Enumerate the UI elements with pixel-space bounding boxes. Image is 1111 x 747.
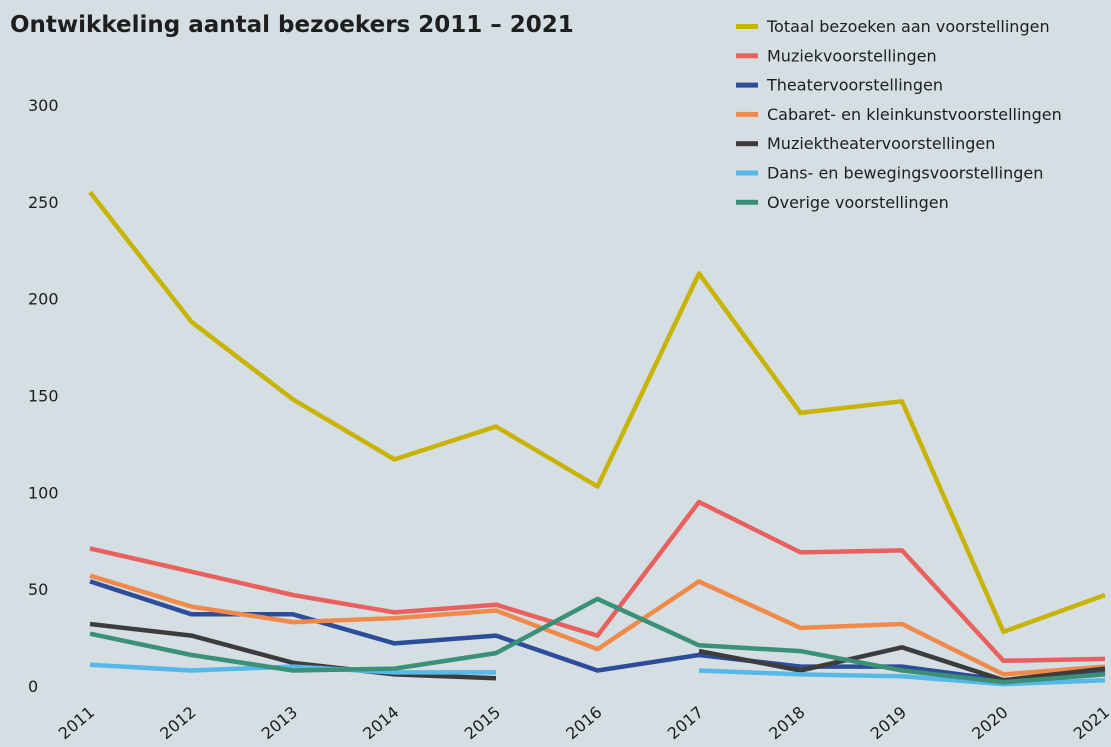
legend-swatch <box>736 141 758 147</box>
y-tick-label: 0 <box>28 677 38 696</box>
x-axis: 2011 2012 2013 2014 2015 2016 2017 2018 2019 2020… <box>55 702 1111 743</box>
y-tick-label: 300 <box>28 96 59 115</box>
x-tick-label: 2016 <box>562 702 605 743</box>
x-tick-label: 2012 <box>156 702 199 743</box>
chart-title: Ontwikkeling aantal bezoekers 2011 – 202… <box>10 12 574 38</box>
series-line <box>698 645 1106 683</box>
series-line <box>89 621 497 681</box>
y-tick-label: 200 <box>28 290 59 309</box>
x-tick-label: 2020 <box>968 702 1011 743</box>
series-line <box>89 573 1106 677</box>
legend-label: Totaal bezoeken aan voorstellingen <box>766 17 1050 36</box>
legend-swatch <box>736 199 758 205</box>
x-tick-label: 2015 <box>461 702 504 743</box>
x-tick-label: 2019 <box>867 702 910 743</box>
y-tick-label: 100 <box>28 483 59 502</box>
legend: Totaal bezoeken aan voorstellingen Muziek… <box>736 17 1062 212</box>
series-line <box>89 662 496 675</box>
y-tick-label: 250 <box>28 193 59 212</box>
series-6 <box>89 662 1106 687</box>
series-line <box>88 190 1106 635</box>
legend-swatch <box>736 170 758 176</box>
legend-swatch <box>736 24 758 29</box>
x-tick-label: 2014 <box>359 702 402 743</box>
legend-swatch <box>736 82 758 88</box>
y-axis: 0 50 100 150 200 250 300 <box>28 96 59 696</box>
legend-label: Dans- en bewegingsvoorstellingen <box>767 164 1043 183</box>
x-tick-label: 2018 <box>765 702 808 743</box>
series-4 <box>89 573 1106 677</box>
legend-label: Muziektheatervoorstellingen <box>767 134 995 153</box>
legend-label: Overige voorstellingen <box>767 193 949 212</box>
legend-swatch <box>736 111 758 117</box>
series-line <box>89 579 1106 683</box>
series-line <box>698 668 1106 687</box>
x-tick-label: 2013 <box>258 702 301 743</box>
legend-swatch <box>736 53 758 59</box>
y-tick-label: 50 <box>28 580 48 599</box>
x-tick-label: 2011 <box>55 702 98 743</box>
legend-label: Theatervoorstellingen <box>766 76 943 95</box>
legend-label: Cabaret- en kleinkunstvoorstellingen <box>767 105 1062 124</box>
legend-label: Muziekvoorstellingen <box>767 46 937 65</box>
series-lines <box>88 190 1106 687</box>
series-3 <box>89 579 1106 683</box>
series-line <box>89 499 1106 664</box>
series-1 <box>88 190 1106 635</box>
x-tick-label: 2017 <box>664 702 707 743</box>
series-2 <box>89 499 1106 664</box>
y-tick-label: 150 <box>28 387 59 406</box>
x-tick-label: 2021 <box>1070 702 1111 743</box>
series-line <box>89 596 1106 685</box>
series-7 <box>89 596 1106 685</box>
series-5 <box>89 621 1106 683</box>
